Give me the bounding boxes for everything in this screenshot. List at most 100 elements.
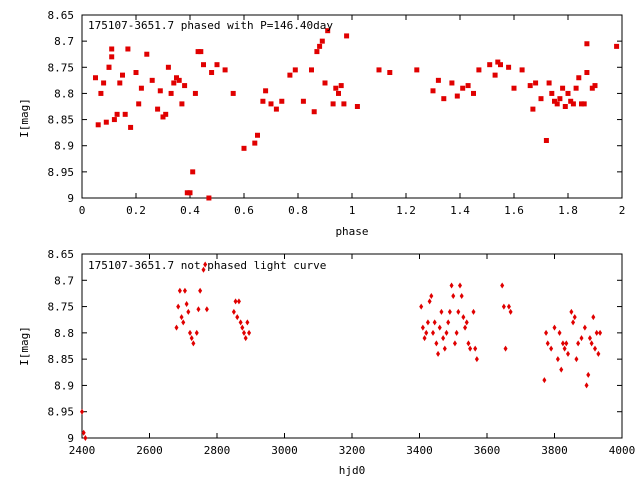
plot-frame bbox=[81, 253, 623, 439]
data-point bbox=[300, 98, 306, 104]
data-point bbox=[559, 366, 564, 373]
data-points bbox=[80, 261, 603, 441]
data-point bbox=[533, 80, 539, 86]
data-point bbox=[273, 106, 279, 112]
x-tick-label: 1.4 bbox=[450, 204, 470, 217]
data-point bbox=[242, 329, 246, 336]
data-point bbox=[598, 329, 603, 336]
data-point bbox=[471, 308, 476, 315]
data-point bbox=[444, 329, 449, 336]
data-point bbox=[544, 329, 549, 336]
data-point bbox=[434, 340, 439, 347]
data-point bbox=[506, 64, 512, 70]
y-tick-label: 8.9 bbox=[54, 140, 74, 153]
data-point bbox=[236, 298, 241, 305]
data-point bbox=[241, 145, 247, 151]
data-point bbox=[330, 101, 336, 107]
data-point bbox=[240, 324, 245, 331]
data-point bbox=[233, 298, 238, 305]
data-point bbox=[174, 75, 179, 81]
data-point bbox=[555, 356, 560, 363]
data-point bbox=[252, 140, 258, 146]
data-point bbox=[566, 350, 570, 357]
x-tick-label: 1.2 bbox=[396, 204, 416, 217]
y-tick-labels: 8.65 8.7 8.75 8.8 8.85 8.9 8.95 9 bbox=[48, 248, 75, 445]
data-point bbox=[571, 319, 576, 326]
y-tick-label: 8.65 bbox=[48, 9, 75, 22]
data-point bbox=[133, 70, 139, 76]
data-point bbox=[268, 101, 274, 107]
x-tick-label: 1.6 bbox=[504, 204, 524, 217]
data-point bbox=[122, 111, 128, 117]
data-point bbox=[594, 329, 599, 336]
data-point bbox=[292, 67, 298, 73]
y-tick-label: 8.8 bbox=[54, 327, 74, 340]
data-point bbox=[279, 98, 285, 104]
data-point bbox=[201, 62, 206, 68]
data-point bbox=[179, 101, 185, 107]
data-point bbox=[179, 314, 184, 321]
data-point bbox=[325, 28, 331, 34]
data-point bbox=[549, 345, 554, 352]
y-tick-label: 8.95 bbox=[48, 406, 75, 419]
data-point bbox=[500, 282, 505, 289]
x-axis-label: phase bbox=[335, 225, 368, 238]
data-point bbox=[439, 308, 444, 315]
axis-ticks bbox=[81, 253, 623, 439]
data-point bbox=[581, 101, 587, 107]
data-point bbox=[201, 266, 206, 273]
data-point bbox=[425, 319, 430, 326]
data-point bbox=[589, 340, 594, 347]
data-point bbox=[579, 335, 584, 342]
data-point bbox=[194, 329, 199, 336]
data-point bbox=[582, 324, 587, 331]
data-point bbox=[196, 306, 201, 313]
y-tick-label: 8.8 bbox=[54, 87, 74, 100]
data-point bbox=[508, 308, 513, 315]
data-point bbox=[586, 371, 591, 378]
data-point bbox=[554, 101, 560, 107]
data-point bbox=[454, 329, 459, 336]
x-tick-label: 1 bbox=[349, 204, 356, 217]
x-tick-labels: 0 0.2 0.4 0.6 0.8 1 1.2 1.4 1.6 1.8 2 bbox=[79, 204, 626, 217]
data-point bbox=[435, 77, 441, 83]
data-point bbox=[465, 83, 471, 89]
data-point bbox=[564, 340, 569, 347]
y-axis-label: I[mag] bbox=[18, 98, 31, 138]
data-point bbox=[83, 435, 88, 441]
data-point bbox=[451, 293, 456, 300]
data-point bbox=[511, 85, 517, 91]
data-point bbox=[181, 319, 186, 326]
data-point bbox=[456, 308, 461, 315]
y-tick-label: 8.95 bbox=[48, 166, 75, 179]
data-point bbox=[584, 41, 590, 47]
y-tick-label: 8.75 bbox=[48, 61, 75, 74]
data-point bbox=[545, 340, 550, 347]
data-points bbox=[93, 28, 620, 201]
data-point bbox=[128, 124, 134, 130]
data-point bbox=[247, 329, 252, 336]
data-point bbox=[591, 314, 596, 321]
data-point bbox=[596, 350, 601, 357]
data-point bbox=[492, 72, 498, 78]
data-point bbox=[420, 324, 425, 331]
data-point bbox=[557, 96, 563, 102]
data-point bbox=[432, 319, 437, 326]
data-point bbox=[501, 303, 506, 310]
data-point bbox=[98, 90, 104, 96]
data-point bbox=[81, 429, 86, 436]
data-point bbox=[189, 335, 194, 342]
data-point bbox=[309, 67, 314, 73]
data-point bbox=[231, 308, 236, 315]
data-point bbox=[419, 303, 424, 310]
data-point bbox=[191, 340, 196, 347]
data-point bbox=[565, 90, 571, 96]
x-tick-label: 0 bbox=[79, 204, 86, 217]
data-point bbox=[138, 85, 144, 91]
data-point bbox=[192, 90, 198, 96]
data-point bbox=[576, 340, 581, 347]
x-tick-label: 3400 bbox=[406, 444, 433, 457]
data-point bbox=[552, 324, 557, 331]
